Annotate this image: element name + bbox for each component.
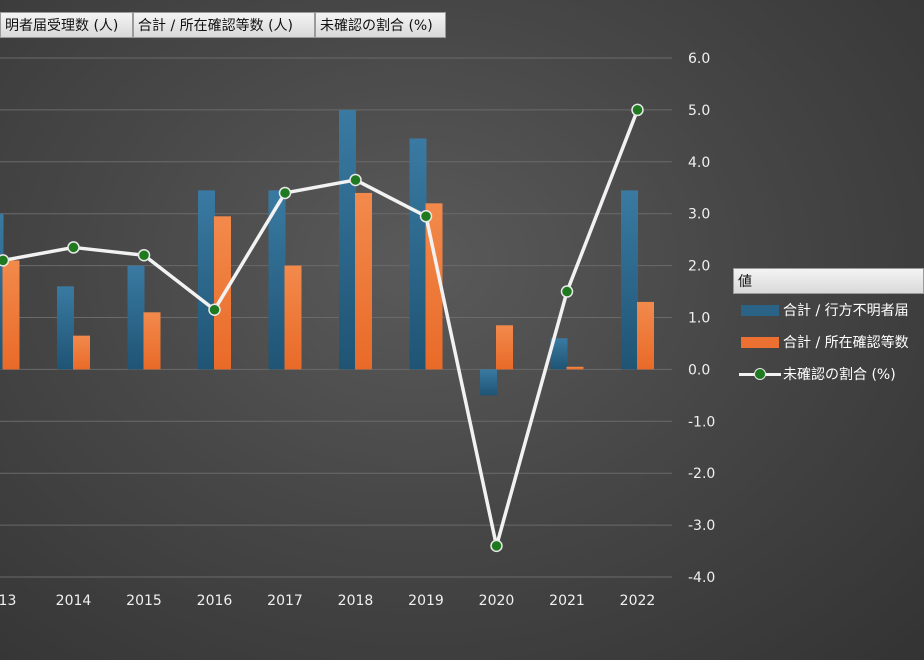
legend-label: 未確認の割合 (%) [783, 367, 896, 383]
bar-located-count[interactable] [73, 335, 90, 370]
x-tick-label: 2021 [549, 593, 585, 609]
bar-located-count[interactable] [214, 216, 231, 370]
legend-item-located-count: 合計 / 所在確認等数 [733, 326, 924, 358]
bar-missing-reports[interactable] [268, 190, 286, 370]
line-point[interactable] [137, 248, 151, 262]
legend-swatch-orange [741, 336, 779, 348]
x-tick-label: 2014 [56, 593, 92, 609]
bar-located-count[interactable] [284, 265, 302, 370]
line-point[interactable] [560, 285, 574, 298]
bar-missing-reports[interactable] [57, 286, 74, 370]
x-tick-label: 2020 [479, 593, 515, 609]
field-button-located-count[interactable]: 合計 / 所在確認等数 (人) [133, 12, 315, 38]
y-tick-label: 2.0 [688, 259, 710, 275]
line-point[interactable] [419, 210, 433, 223]
legend-title[interactable]: 値 [733, 268, 924, 294]
bar-located-count[interactable] [143, 312, 161, 370]
line-point[interactable] [278, 186, 292, 200]
line-unconfirmed-ratio [2, 109, 640, 548]
y-tick-label: 5.0 [688, 103, 710, 119]
bar-missing-reports[interactable] [621, 190, 638, 370]
line-point[interactable] [0, 254, 10, 267]
x-tick-label: 2019 [408, 593, 444, 609]
legend-label: 合計 / 行方不明者届 [783, 303, 909, 319]
x-tick-label: 2022 [620, 593, 656, 609]
y-tick-label: 4.0 [688, 155, 710, 171]
bar-located-count[interactable] [566, 366, 584, 370]
bar-located-count[interactable] [496, 325, 513, 370]
line-point[interactable] [490, 539, 503, 553]
legend-label: 合計 / 所在確認等数 [783, 335, 909, 351]
line-point[interactable] [67, 241, 80, 254]
bar-located-count[interactable] [637, 301, 654, 370]
bar-missing-reports[interactable] [198, 190, 215, 370]
y-tick-label: 6.0 [688, 51, 710, 67]
x-tick-label: 2017 [267, 593, 303, 609]
line-point[interactable] [208, 303, 221, 316]
bar-missing-reports[interactable] [127, 265, 145, 370]
bar-located-count[interactable] [2, 260, 20, 370]
bar-located-count[interactable] [425, 203, 443, 370]
x-tick-label: 2018 [338, 593, 374, 609]
bar-missing-reports[interactable] [480, 369, 497, 396]
legend-item-missing-reports: 合計 / 行方不明者届 [733, 294, 924, 326]
bar-missing-reports[interactable] [550, 338, 568, 370]
x-tick-label: 2016 [197, 593, 233, 609]
y-tick-label: -1.0 [688, 414, 715, 430]
line-point[interactable] [631, 103, 644, 117]
y-tick-label: -4.0 [688, 570, 715, 586]
line-point[interactable] [349, 173, 362, 187]
field-button-missing-reports[interactable]: 明者届受理数 (人) [0, 12, 133, 38]
y-tick-label: 3.0 [688, 207, 710, 223]
legend-swatch-line [739, 368, 781, 380]
field-button-unconfirmed-ratio[interactable]: 未確認の割合 (%) [315, 12, 446, 38]
y-tick-label: -3.0 [688, 518, 715, 534]
pivot-field-buttons: 明者届受理数 (人) 合計 / 所在確認等数 (人) 未確認の割合 (%) [0, 12, 446, 38]
bar-missing-reports[interactable] [409, 138, 427, 370]
bar-located-count[interactable] [355, 192, 372, 370]
legend-item-unconfirmed-ratio: 未確認の割合 (%) [733, 358, 924, 390]
bar-missing-reports[interactable] [339, 109, 356, 370]
y-tick-label: 0.0 [688, 362, 710, 378]
y-tick-label: 1.0 [688, 311, 710, 327]
bar-missing-reports[interactable] [0, 213, 4, 370]
x-tick-label: 2015 [126, 593, 162, 609]
x-tick-label: 013 [0, 593, 16, 609]
chart-legend: 値 合計 / 行方不明者届 合計 / 所在確認等数 未確認の割合 (%) [733, 268, 924, 392]
legend-swatch-blue [741, 304, 779, 316]
y-tick-label: -2.0 [688, 466, 715, 482]
